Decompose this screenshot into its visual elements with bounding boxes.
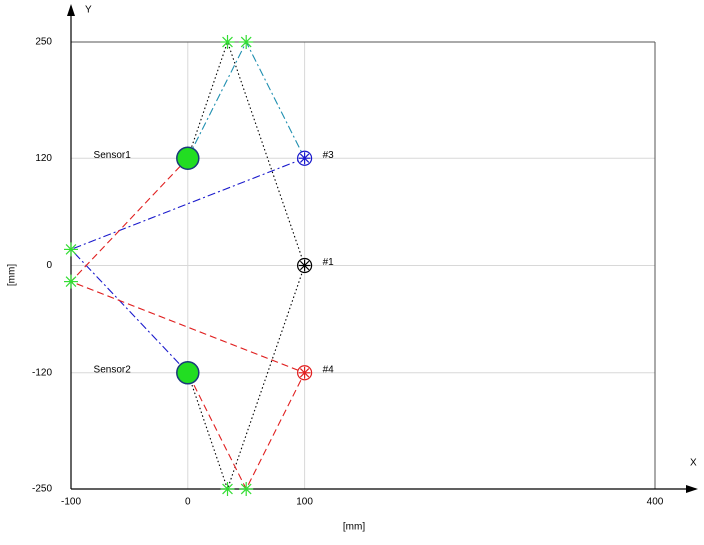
sensor — [176, 146, 200, 170]
y-tick-label: 250 — [35, 37, 52, 48]
sensor-label: Sensor1 — [94, 150, 132, 161]
target-label: #3 — [323, 150, 335, 161]
x-tick-label: 0 — [185, 497, 191, 508]
path-line — [187, 40, 306, 159]
reflection-point — [239, 35, 254, 49]
reflection-point — [220, 482, 235, 496]
y-axis-label: [mm] — [7, 264, 18, 286]
x-tick-label: 400 — [647, 497, 664, 508]
y-tick-label: 120 — [35, 153, 52, 164]
y-tick-label: 0 — [46, 260, 52, 271]
x-axis-label: [mm] — [343, 522, 365, 533]
reflection-point — [64, 274, 78, 289]
y-axis-arrow — [67, 4, 75, 16]
path-line — [70, 157, 305, 374]
sensor — [176, 361, 200, 385]
target-label: #1 — [323, 257, 335, 268]
x-axis-name: X — [690, 458, 697, 469]
reflection-point — [239, 482, 254, 496]
reflection-point — [220, 35, 235, 49]
x-tick-label: 100 — [296, 497, 313, 508]
y-tick-label: -250 — [32, 484, 52, 495]
sensor-label: Sensor2 — [94, 364, 132, 375]
reflection-point — [64, 242, 78, 257]
x-tick-label: -100 — [61, 497, 81, 508]
y-tick-label: -120 — [32, 367, 52, 378]
target-star — [298, 259, 311, 272]
x-axis-arrow — [686, 485, 698, 493]
target-star — [298, 366, 311, 379]
target-label: #4 — [323, 364, 335, 375]
target-star — [298, 152, 311, 165]
path-line — [187, 40, 306, 491]
y-axis-name: Y — [85, 5, 92, 16]
